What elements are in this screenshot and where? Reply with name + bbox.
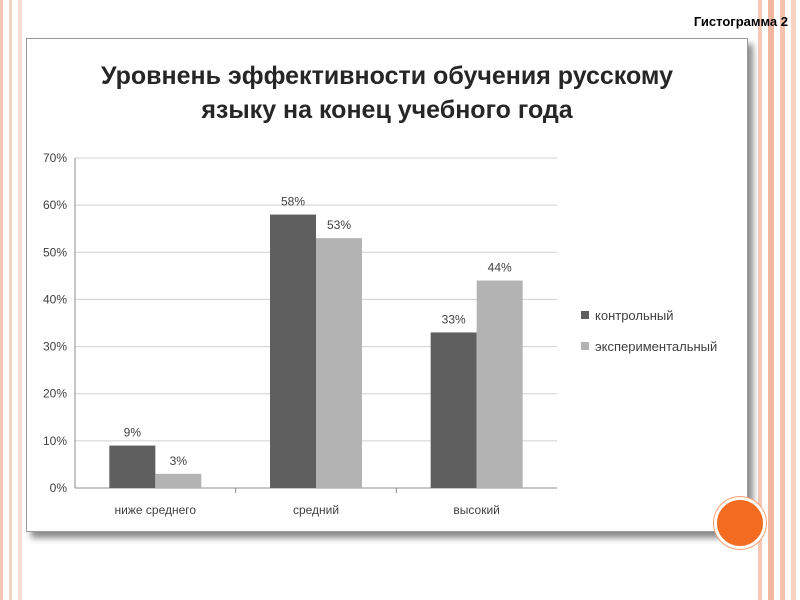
bar-control [109,445,156,488]
y-tick-label: 20% [43,387,67,401]
y-tick-label: 40% [43,292,67,306]
data-label: 53% [327,218,351,232]
orange-circle-decor [714,497,766,549]
data-label: 3% [170,454,188,468]
y-tick-label: 0% [50,481,68,495]
x-tick-label: средний [293,503,339,517]
legend-swatch [581,311,589,319]
y-tick-label: 50% [43,245,67,259]
left-decor-stripes [0,0,30,600]
chart-title: Уровнень эффективности обучения русскому… [27,59,747,127]
bar-experimental [316,238,362,488]
x-tick-label: ниже среднего [115,503,197,517]
y-tick-label: 10% [43,434,67,448]
legend-label: контрольный [595,308,674,323]
legend-label: экспериментальный [595,339,717,354]
y-tick-label: 70% [43,151,67,165]
legend-swatch [581,342,589,350]
chart-title-line-2: языку на конец учебного года [201,96,573,124]
data-label: 58% [281,195,305,209]
right-decor-stripes [752,0,800,600]
bar-experimental [155,473,202,488]
x-tick-label: высокий [453,503,499,517]
data-label: 33% [442,312,466,326]
chart-frame: Уровнень эффективности обучения русскому… [26,38,748,532]
y-tick-label: 60% [43,198,67,212]
data-label: 9% [124,426,142,440]
bar-control [430,332,477,488]
data-label: 44% [488,261,512,275]
bar-chart: 0% 10% 20% 30% 40% 50% 60% 70% 9% 3% ниже среднего… [43,151,717,517]
y-tick-label: 30% [43,340,67,354]
bar-experimental [476,280,523,488]
slide-label: Гистограмма 2 [693,14,788,29]
chart-title-line-1: Уровнень эффективности обучения русскому [101,62,673,90]
bar-control [270,214,316,489]
